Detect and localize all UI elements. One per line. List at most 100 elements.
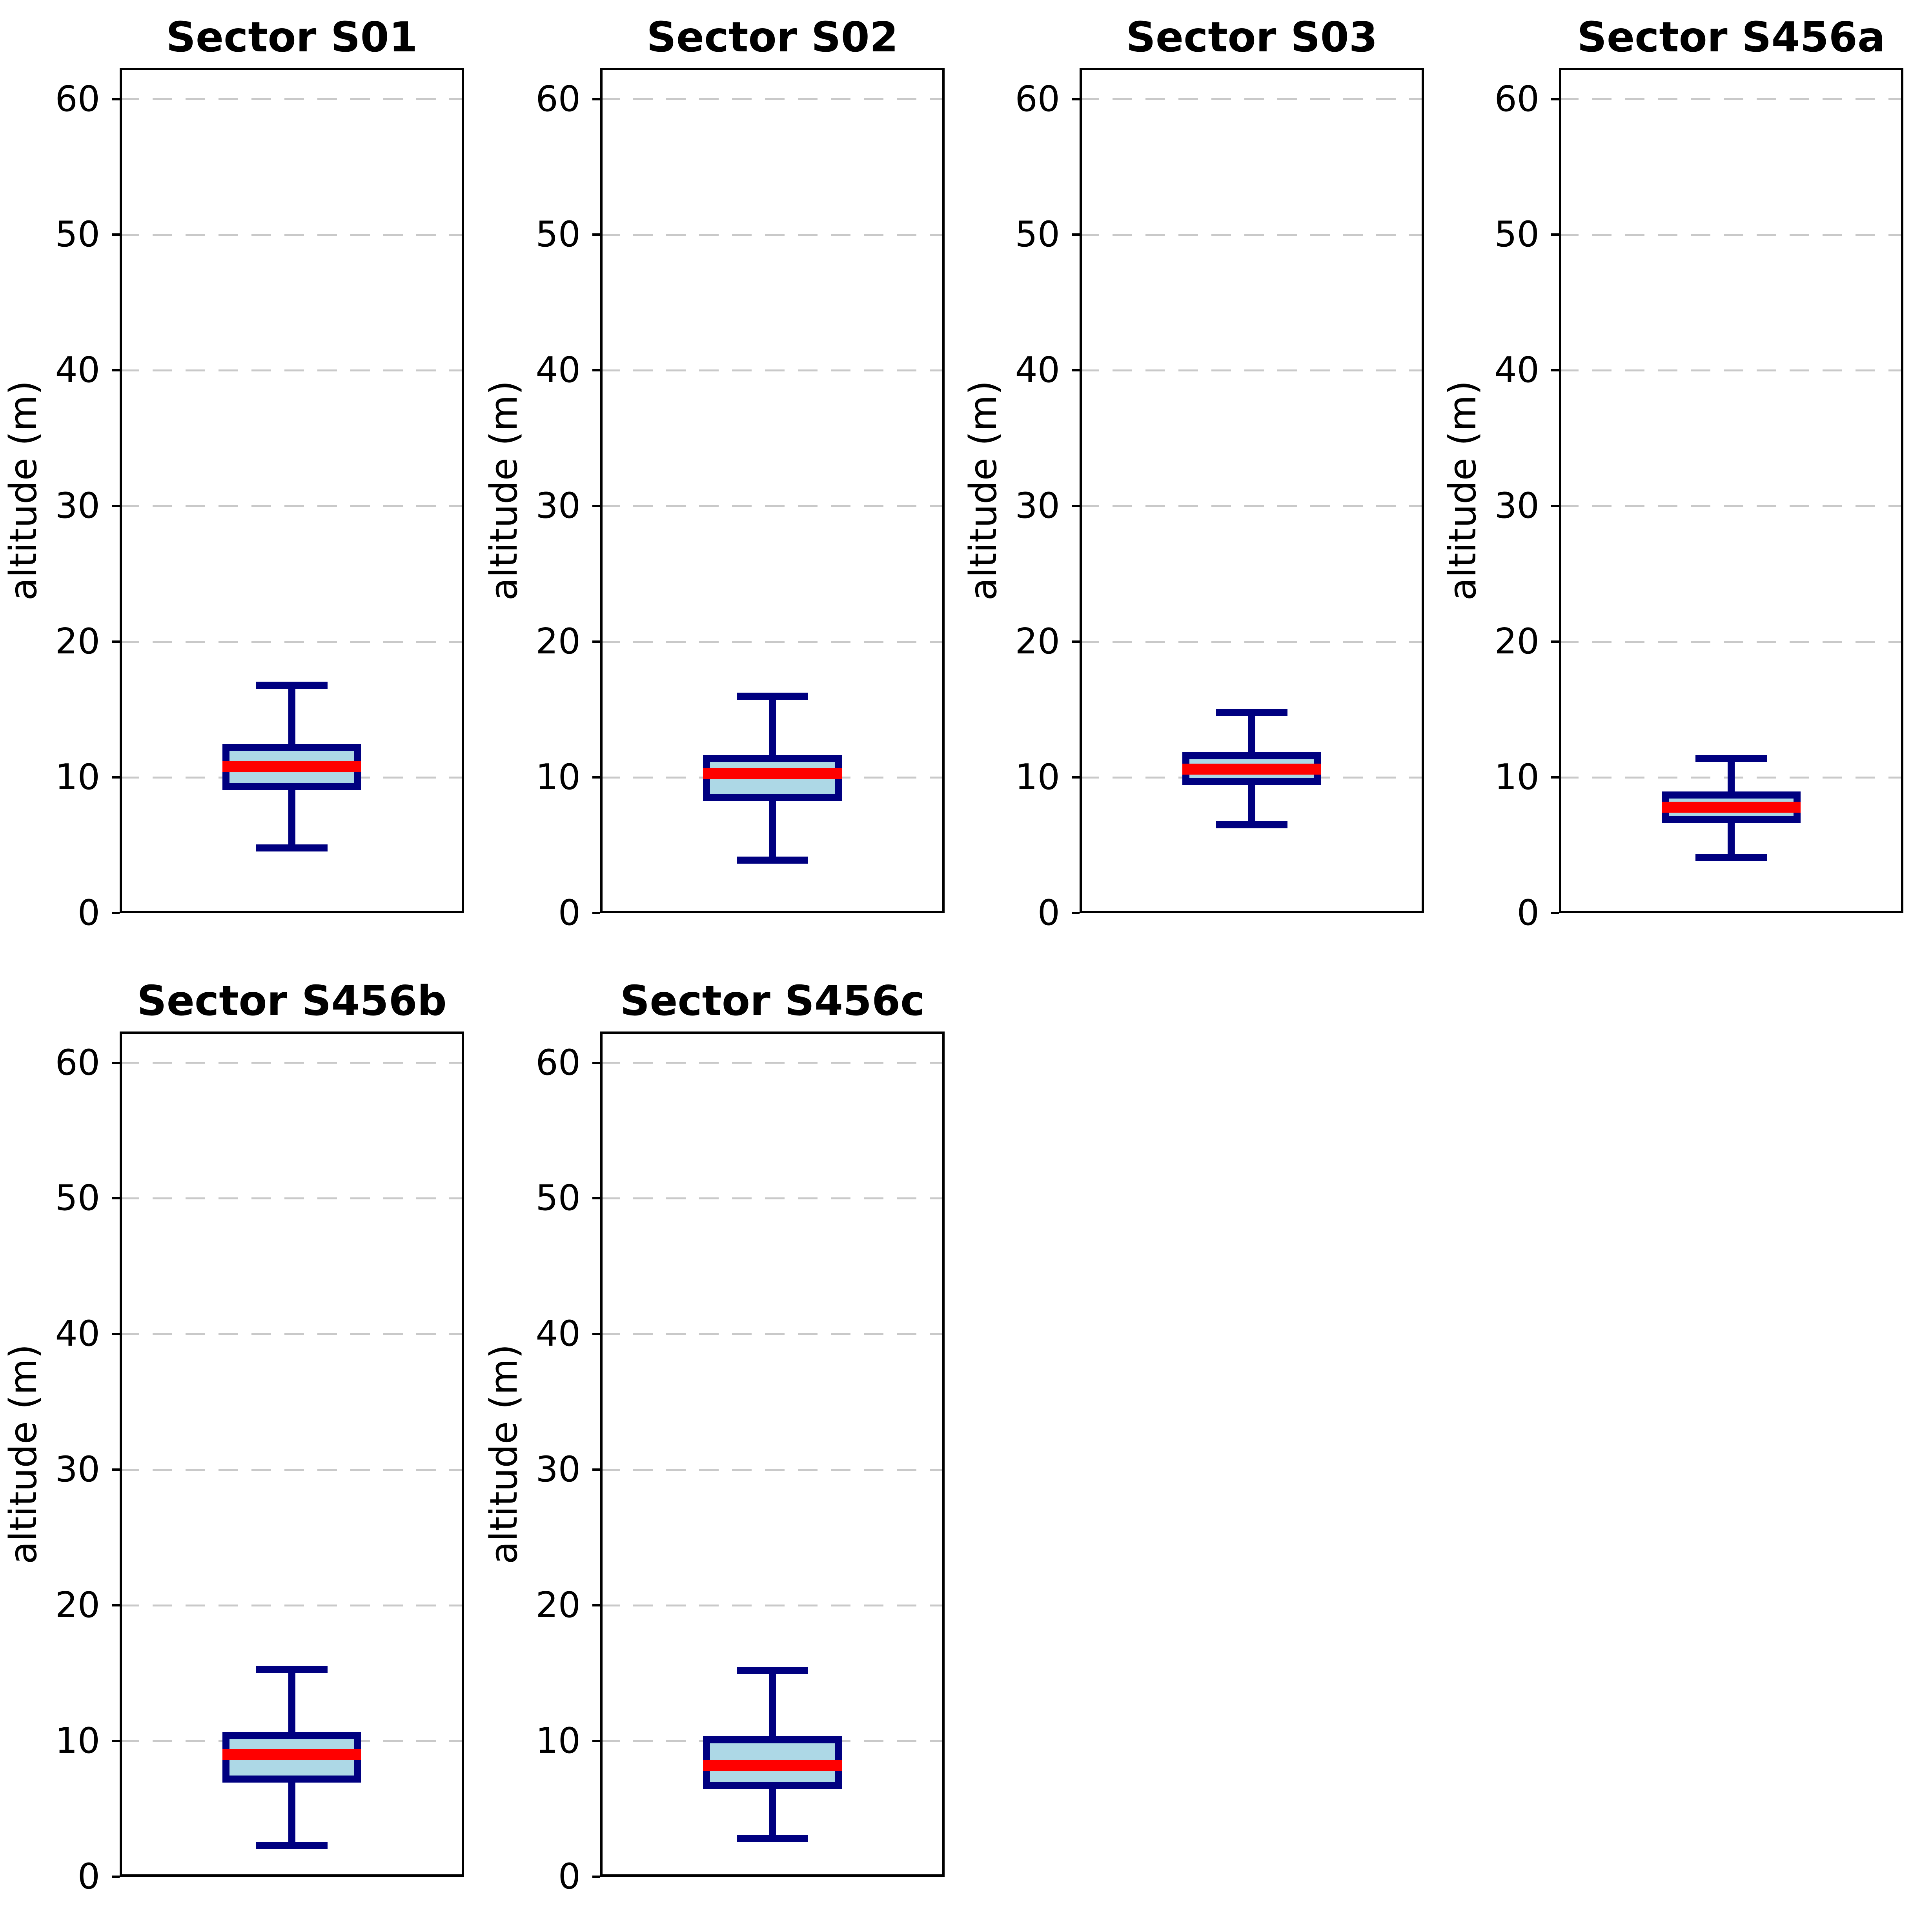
subplot-title: Sector S456a — [1577, 13, 1885, 61]
gridline-50 — [600, 233, 945, 236]
boxplot-whisker-lower — [288, 787, 295, 848]
spine-bottom — [1559, 911, 1903, 913]
y-tick-label-40: 40 — [55, 349, 100, 391]
y-tick-mark-20 — [112, 1604, 120, 1607]
subplot-sector-s456a: Sector S456a altitude (m) 0 10 20 30 40 50 60 — [1441, 16, 1903, 933]
spine-left — [600, 68, 603, 913]
boxplot-median — [703, 768, 842, 779]
y-tick-label-0: 0 — [77, 1856, 100, 1897]
subplot-title: Sector S456c — [620, 977, 925, 1025]
spine-bottom — [600, 1874, 945, 1877]
spine-bottom — [120, 1874, 464, 1877]
spine-top — [600, 1031, 945, 1034]
spine-right — [942, 1031, 945, 1877]
boxplot-whisker-upper — [1728, 758, 1735, 795]
y-tick-mark-0 — [112, 912, 120, 914]
y-tick-label-0: 0 — [77, 892, 100, 933]
y-tick-label-40: 40 — [1015, 349, 1060, 391]
subplot-title: Sector S03 — [1126, 13, 1378, 61]
boxplot-whisker-lower — [1248, 781, 1255, 825]
y-tick-mark-40 — [1072, 369, 1080, 372]
y-tick-mark-60 — [592, 98, 600, 100]
gridline-30 — [600, 505, 945, 507]
gridline-30 — [1559, 505, 1903, 507]
y-tick-mark-50 — [112, 233, 120, 236]
gridline-40 — [1080, 369, 1424, 371]
gridline-20 — [600, 1604, 945, 1606]
y-tick-mark-0 — [592, 1876, 600, 1878]
spine-left — [120, 68, 122, 913]
gridline-20 — [1080, 640, 1424, 643]
gridline-50 — [120, 1197, 464, 1199]
y-tick-mark-20 — [592, 640, 600, 643]
subplot-title: Sector S456b — [137, 977, 447, 1025]
y-tick-label-60: 60 — [55, 78, 100, 120]
boxplot-median — [222, 1749, 361, 1760]
gridline-20 — [600, 640, 945, 643]
boxplot-cap-upper — [1216, 709, 1287, 716]
y-tick-label-30: 30 — [55, 1449, 100, 1490]
y-tick-mark-0 — [1072, 912, 1080, 914]
y-tick-mark-40 — [592, 1333, 600, 1335]
y-tick-mark-50 — [592, 233, 600, 236]
boxplot-whisker-lower — [1728, 819, 1735, 858]
y-tick-mark-20 — [1072, 640, 1080, 643]
boxplot-cap-upper — [1695, 755, 1767, 762]
y-tick-mark-60 — [112, 1061, 120, 1064]
y-tick-label-20: 20 — [1015, 621, 1060, 662]
y-tick-label-50: 50 — [535, 1177, 581, 1219]
y-tick-label-40: 40 — [535, 349, 581, 391]
y-tick-mark-60 — [1551, 98, 1559, 100]
boxplot-cap-lower — [1695, 854, 1767, 861]
gridline-20 — [1559, 640, 1903, 643]
boxplot-whisker-upper — [288, 685, 295, 748]
y-tick-mark-40 — [592, 369, 600, 372]
gridline-60 — [600, 98, 945, 100]
boxplot-cap-lower — [737, 857, 808, 864]
subplot-title: Sector S02 — [646, 13, 898, 61]
spine-left — [600, 1031, 603, 1877]
y-tick-mark-30 — [592, 1468, 600, 1471]
y-tick-label-0: 0 — [558, 1856, 581, 1897]
y-tick-mark-50 — [1551, 233, 1559, 236]
y-tick-mark-50 — [112, 1197, 120, 1200]
y-tick-label-20: 20 — [55, 1585, 100, 1626]
y-tick-label-60: 60 — [55, 1042, 100, 1083]
spine-right — [1422, 68, 1424, 913]
y-tick-label-50: 50 — [55, 214, 100, 255]
boxplot-cap-lower — [1216, 821, 1287, 829]
boxplot-whisker-upper — [769, 1670, 776, 1740]
boxplot-cap-lower — [256, 844, 328, 851]
spine-right — [462, 68, 464, 913]
y-tick-mark-20 — [1551, 640, 1559, 643]
subplot-sector-s03: Sector S03 altitude (m) 0 10 20 30 40 50 60 — [962, 16, 1424, 933]
spine-right — [462, 1031, 464, 1877]
y-tick-label-10: 10 — [535, 1720, 581, 1762]
boxplot-whisker-upper — [769, 696, 776, 759]
subplot-sector-s456b: Sector S456b altitude (m) 0 10 20 30 40 50 60 — [2, 979, 464, 1897]
y-tick-mark-40 — [112, 369, 120, 372]
y-tick-label-50: 50 — [535, 214, 581, 255]
boxplot-cap-upper — [256, 681, 328, 689]
y-tick-label-20: 20 — [535, 621, 581, 662]
gridline-30 — [120, 505, 464, 507]
y-tick-label-10: 10 — [535, 757, 581, 798]
y-tick-label-10: 10 — [55, 1720, 100, 1762]
y-tick-label-0: 0 — [558, 892, 581, 933]
spine-top — [1080, 68, 1424, 70]
gridline-30 — [120, 1468, 464, 1471]
y-tick-label-60: 60 — [535, 78, 581, 120]
y-tick-mark-0 — [1551, 912, 1559, 914]
spine-left — [1080, 68, 1082, 913]
y-tick-label-20: 20 — [535, 1585, 581, 1626]
boxplot-whisker-lower — [288, 1779, 295, 1846]
y-tick-mark-30 — [592, 505, 600, 508]
subplot-title: Sector S01 — [166, 13, 418, 61]
spine-left — [1559, 68, 1561, 913]
gridline-40 — [600, 1333, 945, 1335]
gridline-20 — [120, 1604, 464, 1606]
gridline-30 — [600, 1468, 945, 1471]
gridline-60 — [1080, 98, 1424, 100]
y-tick-mark-10 — [1072, 776, 1080, 779]
